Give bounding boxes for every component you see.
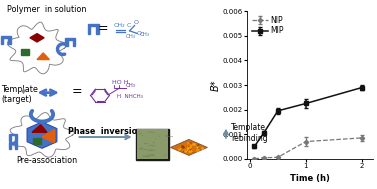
Text: Template
rebinding: Template rebinding: [231, 123, 268, 143]
Polygon shape: [88, 24, 99, 34]
Text: Phase  inversion: Phase inversion: [68, 127, 143, 136]
Text: HO H: HO H: [112, 80, 129, 85]
Text: Template
(target): Template (target): [1, 85, 38, 104]
Legend: NIP, MIP: NIP, MIP: [251, 15, 285, 36]
Polygon shape: [66, 38, 75, 46]
X-axis label: Time (h): Time (h): [290, 174, 330, 184]
Polygon shape: [32, 125, 47, 132]
Polygon shape: [33, 138, 41, 144]
Text: =: =: [97, 22, 108, 35]
Polygon shape: [9, 134, 17, 141]
Polygon shape: [21, 49, 29, 55]
Polygon shape: [170, 139, 207, 155]
Polygon shape: [136, 129, 169, 160]
Text: =: =: [71, 85, 82, 98]
Polygon shape: [137, 129, 168, 159]
Polygon shape: [1, 36, 11, 44]
Text: CH₃: CH₃: [139, 32, 150, 37]
Text: C: C: [126, 23, 131, 28]
Text: O: O: [136, 32, 141, 36]
Text: Polymer  in solution: Polymer in solution: [8, 5, 87, 14]
Text: CH₃: CH₃: [126, 34, 136, 39]
Text: Pre-association: Pre-association: [16, 156, 77, 166]
Polygon shape: [27, 122, 57, 148]
Text: H  NHCH₃: H NHCH₃: [117, 94, 143, 99]
Polygon shape: [42, 129, 54, 143]
Text: O: O: [134, 20, 139, 25]
Text: CH₂: CH₂: [114, 23, 126, 28]
Polygon shape: [9, 142, 17, 149]
Polygon shape: [37, 53, 49, 60]
Text: CH₃: CH₃: [126, 83, 136, 88]
Y-axis label: B*: B*: [211, 79, 221, 91]
Polygon shape: [30, 34, 44, 42]
